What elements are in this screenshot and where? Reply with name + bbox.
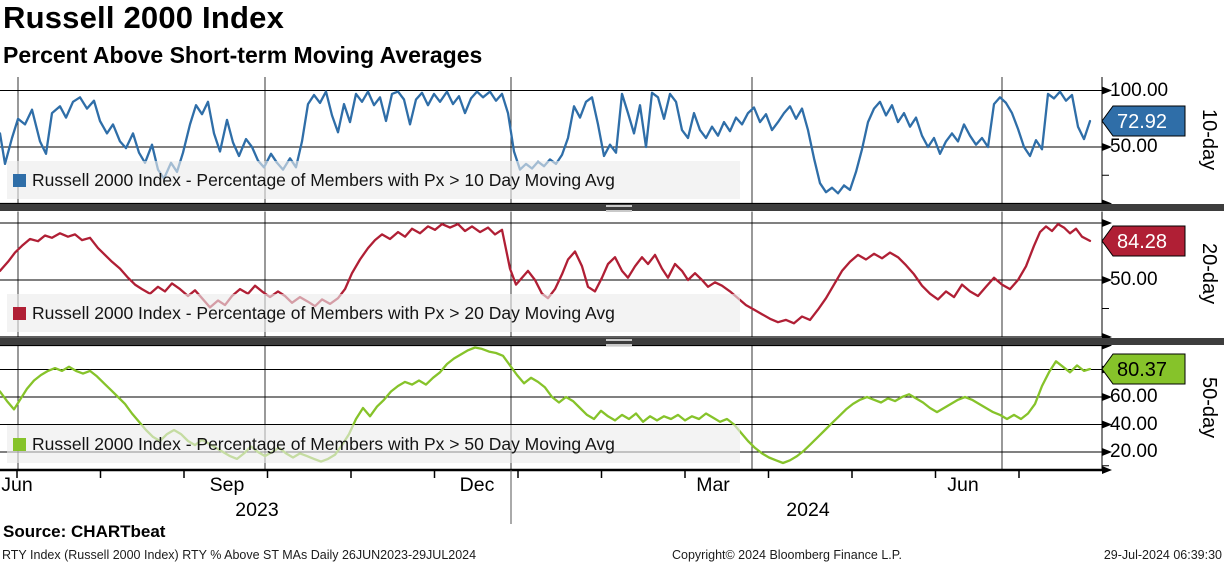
last-value-badge-20day: 84.28 [1101, 225, 1186, 257]
panel-label-20day: 20-day [1198, 243, 1220, 305]
legend-marker-20day-icon [13, 306, 26, 320]
panel-label-50day: 50-day [1198, 377, 1220, 439]
legend-marker-10day-icon [13, 173, 26, 187]
page-subtitle: Percent Above Short-term Moving Averages [3, 42, 483, 68]
panel-resize-grip-icon[interactable] [606, 205, 632, 212]
last-value-badge-10day: 72.92 [1101, 105, 1186, 137]
legend-marker-50day-icon [13, 437, 26, 451]
legend-10day: Russell 2000 Index - Percentage of Membe… [7, 161, 740, 199]
last-value-50day: 80.37 [1117, 359, 1167, 381]
last-value-20day: 84.28 [1117, 231, 1167, 253]
legend-label-50day: Russell 2000 Index - Percentage of Membe… [32, 433, 615, 454]
panel-label-10day: 10-day [1198, 109, 1220, 171]
page-title: Russell 2000 Index [3, 0, 285, 35]
footer-security-note: RTY Index (Russell 2000 Index) RTY % Abo… [2, 548, 477, 562]
panel-separator-1[interactable] [0, 204, 1224, 212]
panel-resize-grip-icon[interactable] [606, 338, 632, 346]
last-value-badge-50day: 80.37 [1101, 353, 1186, 385]
panel-separator-2[interactable] [0, 337, 1224, 346]
legend-50day: Russell 2000 Index - Percentage of Membe… [7, 425, 740, 463]
footer-timestamp: 29-Jul-2024 06:39:30 [1103, 548, 1222, 562]
legend-label-10day: Russell 2000 Index - Percentage of Membe… [32, 169, 615, 190]
legend-label-20day: Russell 2000 Index - Percentage of Membe… [32, 302, 615, 323]
last-value-10day: 72.92 [1117, 111, 1167, 133]
source-label: Source: CHARTbeat [3, 522, 166, 541]
legend-20day: Russell 2000 Index - Percentage of Membe… [7, 294, 740, 332]
footer-copyright: Copyright© 2024 Bloomberg Finance L.P. [672, 548, 902, 562]
